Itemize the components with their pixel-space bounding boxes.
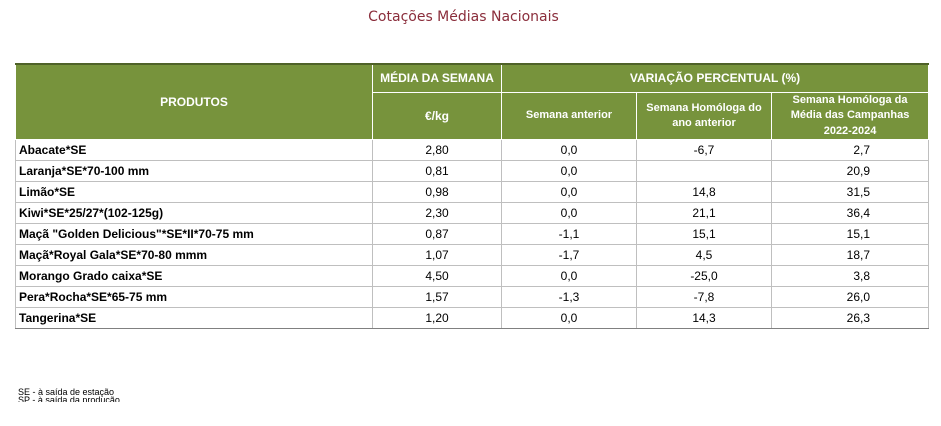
cell-semana-anterior: 0,0 [501,307,637,330]
cell-semana-homologa-media: 36,4 [771,202,930,225]
cell-semana-homologa: 15,1 [636,223,772,246]
cell-semana-homologa-media: 26,0 [771,286,930,309]
cell-semana-homologa-media: 18,7 [771,244,930,267]
cell-semana-anterior: 0,0 [501,181,637,204]
cell-semana-anterior: 0,0 [501,160,637,183]
cell-media: 0,81 [372,160,502,183]
cell-produto: Laranja*SE*70-100 mm [15,160,373,183]
cell-semana-homologa-media: 31,5 [771,181,930,204]
cell-semana-anterior: -1,7 [501,244,637,267]
cell-semana-anterior: 0,0 [501,265,637,288]
header-semana-homologa: Semana Homóloga do ano anterior [636,91,772,141]
table-row: Pera*Rocha*SE*65-75 mm 1,57 -1,3 -7,8 26,0 [15,286,930,309]
cell-semana-homologa [636,160,772,183]
table-row: Limão*SE 0,98 0,0 14,8 31,5 [15,181,930,204]
header-unit: €/kg [372,91,502,141]
cell-semana-anterior: 0,0 [501,139,637,162]
footnotes: SE - à saída de estação SP - à saída da … [18,387,120,402]
cell-media: 4,50 [372,265,502,288]
cell-produto: Maçã "Golden Delicious"*SE*II*70-75 mm [15,223,373,246]
cell-semana-homologa-media: 26,3 [771,307,930,330]
cell-media: 0,87 [372,223,502,246]
header-variacao: VARIAÇÃO PERCENTUAL (%) [500,63,930,93]
cell-produto: Tangerina*SE [15,307,373,330]
cell-produto: Morango Grado caixa*SE [15,265,373,288]
cell-semana-homologa-media: 15,1 [771,223,930,246]
cell-media: 1,07 [372,244,502,267]
prices-table: PRODUTOS MÉDIA DA SEMANA VARIAÇÃO PERCEN… [15,63,930,330]
cell-media: 1,57 [372,286,502,309]
cell-semana-anterior: -1,1 [501,223,637,246]
cell-produto: Limão*SE [15,181,373,204]
table-row: Tangerina*SE 1,20 0,0 14,3 26,3 [15,307,930,330]
cell-semana-homologa: 14,3 [636,307,772,330]
cell-semana-homologa-media: 2,7 [771,139,930,162]
table-row: Maçã*Royal Gala*SE*70-80 mmm 1,07 -1,7 4,5 1… [15,244,930,267]
cell-semana-anterior: 0,0 [501,202,637,225]
cell-semana-homologa-media: 3,8 [771,265,930,288]
header-media-semana: MÉDIA DA SEMANA [372,63,502,93]
table-row: Laranja*SE*70-100 mm 0,81 0,0 20,9 [15,160,930,183]
cell-semana-homologa: -7,8 [636,286,772,309]
cell-produto: Abacate*SE [15,139,373,162]
page-title: Cotações Médias Nacionais [368,9,559,25]
table-row: Abacate*SE 2,80 0,0 -6,7 2,7 [15,139,930,162]
cell-semana-homologa: -25,0 [636,265,772,288]
cell-semana-homologa: -6,7 [636,139,772,162]
cell-media: 0,98 [372,181,502,204]
header-semana-anterior: Semana anterior [501,91,637,141]
table-row: Kiwi*SE*25/27*(102-125g) 2,30 0,0 21,1 36,4 [15,202,930,225]
cell-produto: Maçã*Royal Gala*SE*70-80 mmm [15,244,373,267]
cell-semana-anterior: -1,3 [501,286,637,309]
cell-semana-homologa-media: 20,9 [771,160,930,183]
cell-media: 2,80 [372,139,502,162]
table-row: Maçã "Golden Delicious"*SE*II*70-75 mm 0,… [15,223,930,246]
header-produtos: PRODUTOS [15,63,373,141]
cell-produto: Pera*Rocha*SE*65-75 mm [15,286,373,309]
cell-produto: Kiwi*SE*25/27*(102-125g) [15,202,373,225]
footnote-sp: SP - à saída da produção [18,395,120,402]
cell-semana-homologa: 21,1 [636,202,772,225]
cell-media: 1,20 [372,307,502,330]
table-row: Morango Grado caixa*SE 4,50 0,0 -25,0 3,8 [15,265,930,288]
header-semana-homologa-media: Semana Homóloga da Média das Campanhas 2… [770,91,930,141]
footnote-se: SE - à saída de estação [18,387,115,397]
cell-semana-homologa: 4,5 [636,244,772,267]
cell-media: 2,30 [372,202,502,225]
cell-semana-homologa: 14,8 [636,181,772,204]
